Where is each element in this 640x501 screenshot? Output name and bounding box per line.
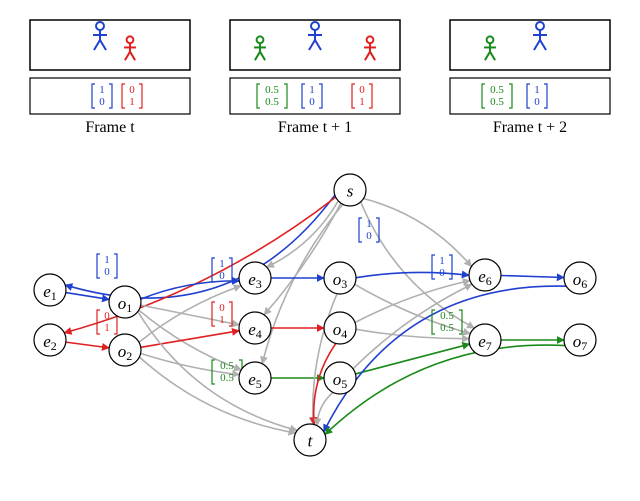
- svg-text:1: 1: [219, 258, 225, 270]
- svg-text:1: 1: [439, 255, 445, 267]
- svg-text:0.5: 0.5: [265, 96, 279, 108]
- svg-text:0: 0: [309, 96, 315, 108]
- svg-text:1: 1: [104, 254, 110, 266]
- svg-text:1: 1: [219, 314, 225, 326]
- svg-text:0: 0: [99, 96, 105, 108]
- svg-text:1: 1: [99, 84, 105, 96]
- diagram-svg: 1001Frame t0.50.51001Frame t + 10.50.510…: [0, 0, 640, 501]
- frame-label: Frame t: [85, 119, 135, 136]
- svg-text:0: 0: [219, 302, 225, 314]
- frame-label: Frame t + 2: [493, 119, 567, 136]
- svg-text:1: 1: [366, 218, 372, 230]
- frames-row: 1001Frame t0.50.51001Frame t + 10.50.510…: [30, 20, 610, 136]
- svg-text:0.5: 0.5: [440, 310, 454, 322]
- edge-labels: 100110010.50.5100.50.510: [97, 218, 462, 384]
- svg-text:0.5: 0.5: [220, 372, 234, 384]
- svg-text:1: 1: [534, 84, 540, 96]
- svg-text:0: 0: [104, 310, 110, 322]
- svg-text:0.5: 0.5: [440, 322, 454, 334]
- svg-text:1: 1: [359, 96, 365, 108]
- svg-text:1: 1: [309, 84, 315, 96]
- graph-edges: [64, 195, 566, 434]
- svg-text:1: 1: [129, 96, 135, 108]
- node-label-s: s: [347, 182, 354, 201]
- svg-text:0: 0: [104, 266, 110, 278]
- svg-text:0.5: 0.5: [220, 360, 234, 372]
- svg-text:0: 0: [366, 230, 372, 242]
- svg-text:0.5: 0.5: [265, 84, 279, 96]
- svg-text:0.5: 0.5: [490, 84, 504, 96]
- frame-label: Frame t + 1: [278, 119, 352, 136]
- svg-text:0: 0: [439, 267, 445, 279]
- svg-text:0.5: 0.5: [490, 96, 504, 108]
- svg-text:0: 0: [219, 270, 225, 282]
- svg-text:1: 1: [104, 322, 110, 334]
- svg-text:0: 0: [129, 84, 135, 96]
- svg-text:0: 0: [534, 96, 540, 108]
- svg-text:0: 0: [359, 84, 365, 96]
- graph-nodes: se1e2o1o2e3e4e5o3o4o5e6e7o6o7t: [34, 174, 596, 456]
